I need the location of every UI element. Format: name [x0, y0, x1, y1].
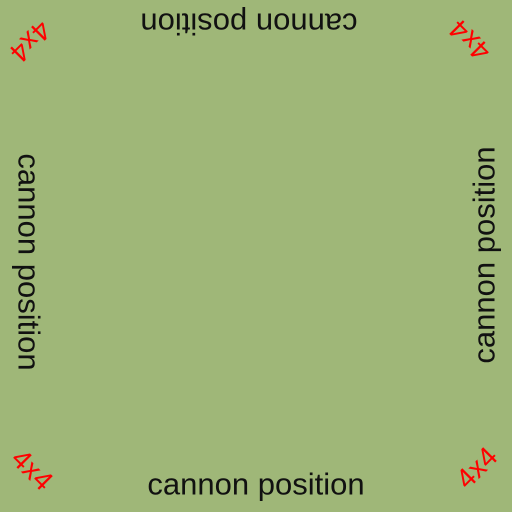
cannon-position-left-label[interactable]: cannon position — [11, 153, 47, 371]
corner-bottom-left-4x4[interactable]: 4x4 — [5, 442, 60, 497]
corner-top-left-4x4[interactable]: 4x4 — [3, 14, 58, 69]
cannon-position-right-label[interactable]: cannon position — [466, 146, 502, 364]
corner-bottom-right-4x4[interactable]: 4x4 — [449, 440, 504, 495]
cannon-position-top-label[interactable]: cannon position — [140, 6, 358, 42]
cannon-position-bottom-label[interactable]: cannon position — [147, 466, 365, 502]
corner-top-right-4x4[interactable]: 4x4 — [442, 13, 497, 68]
